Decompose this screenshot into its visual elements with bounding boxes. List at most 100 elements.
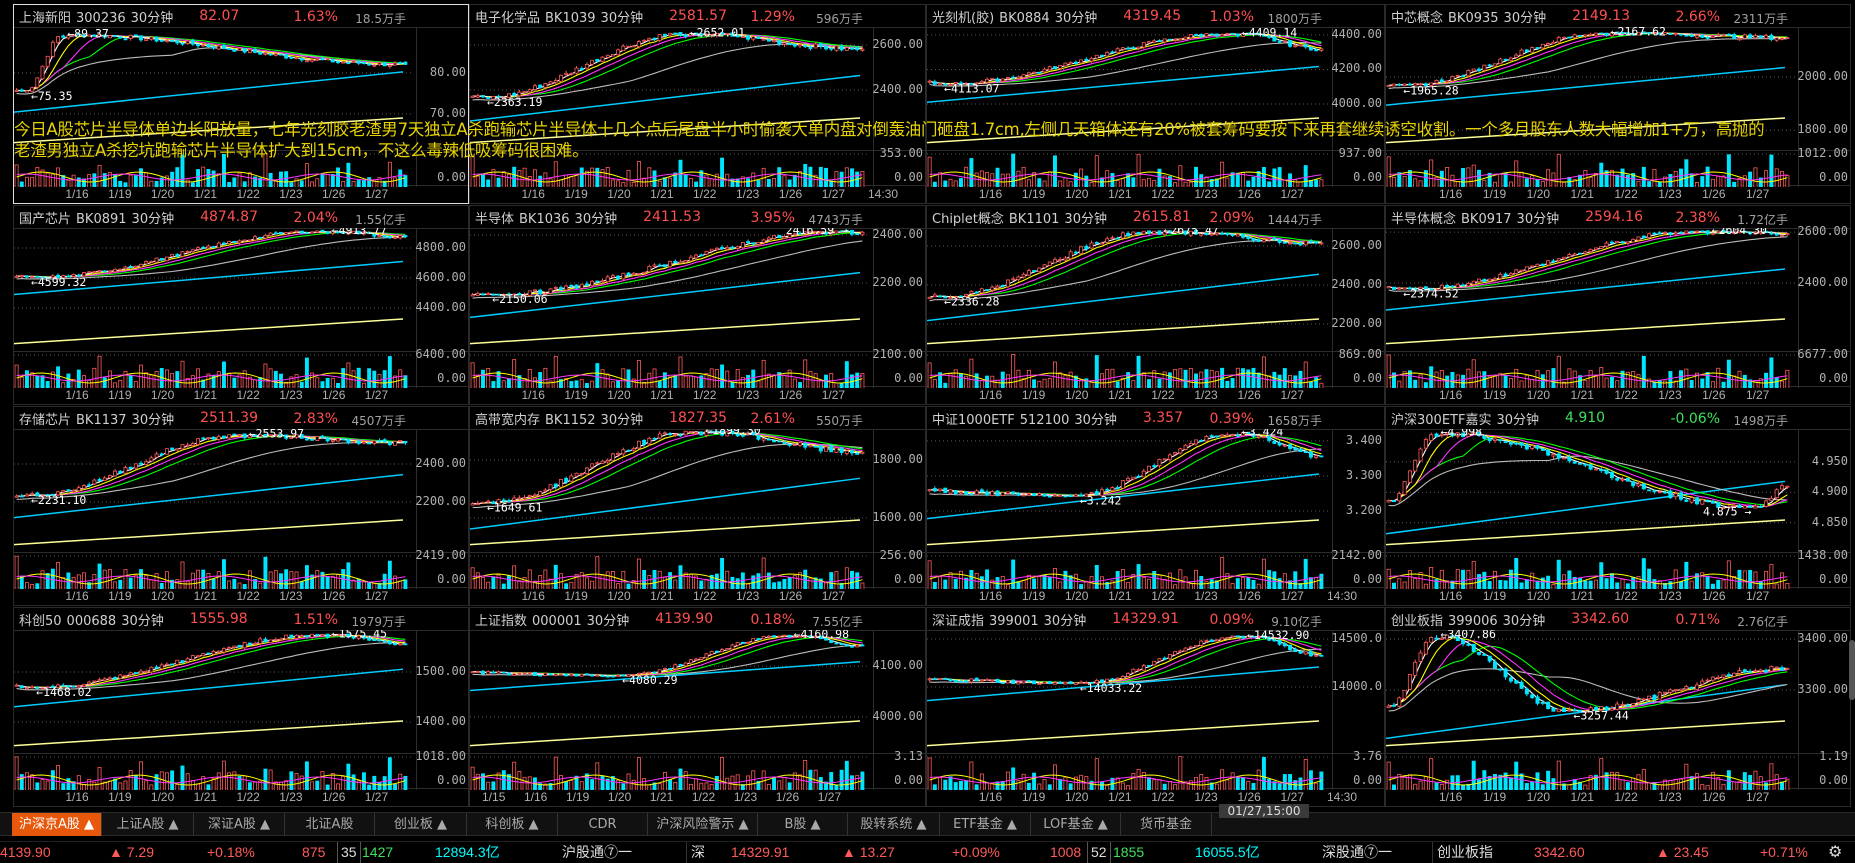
volume-bar: [1754, 168, 1757, 187]
market-tab[interactable]: LOF基金 ▲: [1031, 813, 1121, 836]
date-axis-label: 1/27: [822, 589, 845, 603]
candlestick: [67, 489, 70, 491]
volume-bar: [944, 780, 947, 790]
sh-connect-link[interactable]: 沪股通⑦一: [562, 842, 632, 863]
price-chart[interactable]: ←2604.30←2374.52: [1386, 228, 1795, 388]
market-tab[interactable]: 上证A股 ▲: [102, 813, 194, 836]
price-chart[interactable]: ←1899.30←1649.61: [470, 429, 870, 589]
ma20-line: [17, 435, 406, 496]
market-tab[interactable]: 沪深风险警示 ▲: [648, 813, 758, 836]
volume-bar: [181, 361, 184, 388]
candlestick: [975, 291, 978, 294]
volume-bar: [108, 570, 111, 589]
gear-icon[interactable]: ⚙: [1828, 842, 1842, 863]
market-tab[interactable]: 深证A股 ▲: [194, 813, 285, 836]
volume-bar: [1142, 180, 1145, 187]
volume-bar: [1547, 576, 1550, 589]
volume-bar: [518, 771, 521, 790]
volume-bar: [93, 782, 96, 790]
candlestick: [290, 231, 293, 233]
market-tab[interactable]: 沪深京A股 ▲: [12, 813, 102, 836]
market-tab[interactable]: 北证A股: [285, 813, 375, 836]
price-chart[interactable]: ←89.37←75.35: [14, 27, 413, 187]
candlestick: [1017, 275, 1020, 281]
candlestick: [804, 45, 807, 48]
scrollbar[interactable]: [1849, 640, 1855, 700]
volume-bar: [378, 782, 381, 790]
volume-bar: [233, 178, 236, 187]
volume-bar: [492, 381, 495, 388]
volume-bar: [1573, 371, 1576, 388]
volume-bar: [67, 573, 70, 589]
volume-bar: [1153, 180, 1156, 187]
volume-bar: [1669, 582, 1672, 589]
price-chart[interactable]: ←4409.14←4113.07: [927, 27, 1329, 187]
price-chart[interactable]: ←3.424←3.242: [927, 429, 1329, 589]
price-chart[interactable]: ←2652.01←2363.19: [470, 27, 870, 187]
volume-bar: [331, 773, 334, 790]
volume-bar: [1722, 580, 1725, 589]
market-tab[interactable]: ETF基金 ▲: [940, 813, 1031, 836]
price-chart[interactable]: ←2675.47←2336.28: [927, 228, 1329, 388]
date-axis-label: 1/21: [194, 187, 217, 201]
volume-bar: [1589, 371, 1592, 388]
volume-bar: [1472, 165, 1475, 187]
candlestick: [1780, 665, 1783, 671]
price-chart[interactable]: ←3407.86←3257.44: [1386, 630, 1795, 790]
market-tab[interactable]: 创业板 ▲: [375, 813, 467, 836]
date-axis-label: 1/19: [1483, 589, 1506, 603]
market-tab[interactable]: B股 ▲: [758, 813, 848, 836]
volume-bar: [1137, 154, 1140, 187]
security-name-text: 电子化学品: [475, 11, 540, 26]
volume-total: 1.55亿手: [326, 211, 406, 228]
volume-bar: [487, 368, 490, 388]
volume-bar: [1626, 783, 1629, 790]
price-chart[interactable]: 2416.59 →←2150.06: [470, 228, 870, 388]
sz-connect-link[interactable]: 深股通⑦一: [1322, 842, 1392, 863]
volume-bar: [98, 767, 101, 790]
volume-bar: [565, 782, 568, 790]
volume-bar: [243, 776, 246, 790]
volume-bar: [316, 781, 319, 790]
candlestick: [1132, 46, 1135, 49]
price-chart[interactable]: ←1575.45←1468.02: [14, 630, 413, 790]
price-chart[interactable]: ←2553.97←2231.10: [14, 429, 413, 589]
volume-axis-min: 0.00: [1788, 572, 1848, 586]
volume-bar: [783, 579, 786, 589]
price-chart[interactable]: ←4913.77←4599.32: [14, 228, 413, 388]
volume-axis-max: 2100.00: [863, 347, 923, 361]
market-tab[interactable]: CDR: [558, 813, 648, 836]
market-tab[interactable]: 股转系统 ▲: [848, 813, 940, 836]
candlestick: [778, 235, 781, 238]
price-chart[interactable]: ←14532.90←14033.22: [927, 630, 1329, 790]
price-chart[interactable]: ←2167.62←1965.28: [1386, 27, 1795, 187]
market-tab[interactable]: 货币基金: [1121, 813, 1212, 836]
candlestick: [300, 231, 303, 234]
market-tab[interactable]: 科创板 ▲: [467, 813, 558, 836]
candlestick: [1658, 231, 1661, 235]
volume-bar: [176, 168, 179, 187]
price-chart[interactable]: ←4160.98←4080.29: [470, 630, 870, 790]
volume-bar: [679, 357, 682, 388]
date-axis-label: 1/19: [1022, 589, 1045, 603]
candlestick: [559, 286, 562, 291]
candlestick: [25, 493, 28, 496]
